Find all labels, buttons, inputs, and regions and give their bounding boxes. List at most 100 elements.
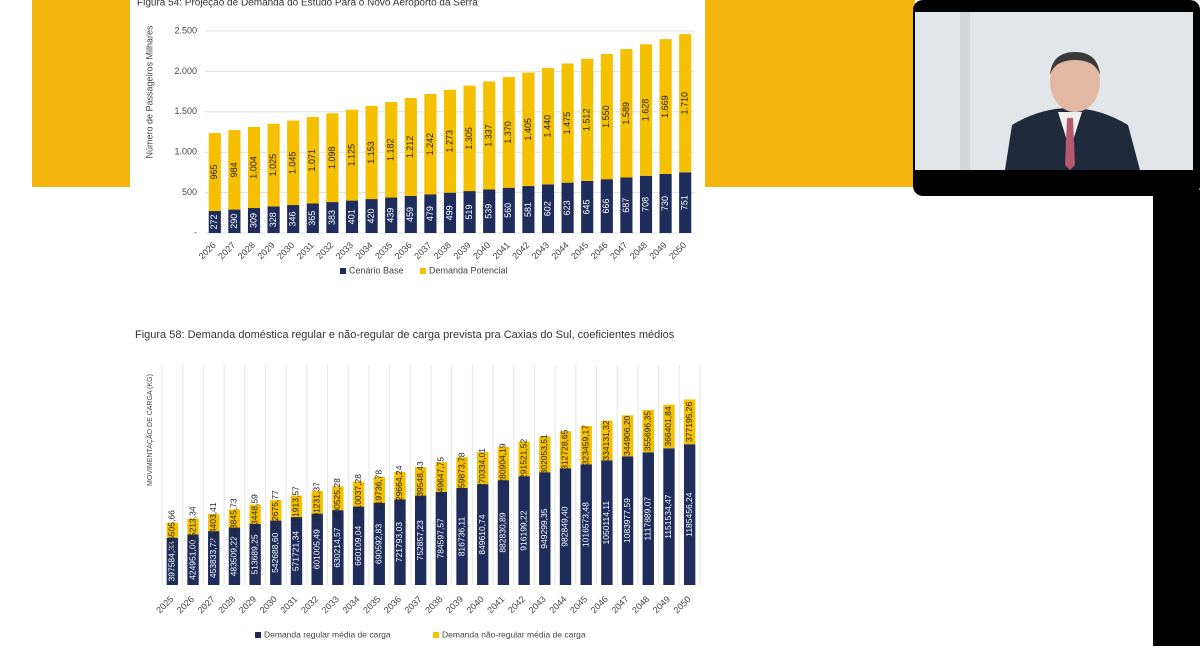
data-label: 1.475 [562, 112, 572, 135]
data-label: 291521,52 [518, 439, 528, 479]
bar-segment [424, 194, 437, 233]
data-label: 280904,19 [498, 443, 508, 483]
legend-label: Demanda não-regular média de carga [442, 629, 586, 639]
data-label: 290 [229, 214, 239, 229]
bar-segment [679, 172, 692, 233]
bar-segment [208, 531, 220, 585]
data-label: 144403,41 [208, 502, 218, 542]
bar-segment [522, 186, 535, 233]
legend-swatch [340, 268, 346, 274]
y-tick-label: 500 [182, 187, 197, 197]
bar-segment [228, 509, 241, 528]
data-label: 849610,74 [477, 514, 487, 554]
data-label: 312728,65 [560, 429, 570, 469]
bar-segment [247, 126, 261, 209]
legend-label: Cenário Base [349, 265, 404, 275]
bar-segment [306, 203, 319, 233]
data-label: 1.589 [621, 102, 631, 125]
bar-segment [581, 58, 594, 181]
data-label: 1151534,47 [663, 494, 673, 539]
bar-segment [559, 431, 572, 469]
bar-segment [639, 175, 653, 233]
data-label: 1050114,11 [601, 501, 611, 545]
data-label: 1.628 [640, 99, 650, 122]
legend-swatch [255, 632, 261, 638]
data-label: 334131,32 [601, 420, 611, 460]
bar-segment [502, 187, 515, 233]
data-label: 513689,25 [249, 534, 259, 574]
bar-segment [373, 476, 385, 503]
bar-segment [166, 537, 179, 585]
bar-segment [332, 486, 344, 511]
data-label: 259873,78 [456, 452, 466, 492]
bar-segment [620, 49, 633, 178]
legend-label: Demanda Potencial [429, 265, 508, 275]
data-label: 1.098 [327, 146, 337, 169]
data-label: 1.153 [366, 141, 376, 164]
bar-segment [287, 120, 300, 206]
bar-segment [683, 399, 696, 445]
data-label: 355696,35 [643, 411, 653, 451]
data-label: 1.512 [582, 109, 592, 132]
bar-segment [663, 448, 675, 585]
y-tick-label: 2.500 [174, 25, 197, 35]
bar-segment [659, 39, 672, 175]
bar-segment [208, 133, 221, 212]
bar-segment [483, 81, 496, 190]
data-label: 309 [248, 213, 258, 228]
bar-segment [601, 460, 613, 585]
data-label: 153845,73 [229, 498, 239, 538]
chart-title: Figura 58: Demanda doméstica regular e n… [135, 329, 675, 341]
data-label: 420 [366, 209, 376, 224]
bar-segment [580, 464, 592, 585]
data-label: 210037,28 [353, 474, 363, 514]
bar-segment [228, 209, 241, 233]
data-label: 730 [660, 196, 670, 211]
data-label: 126505,66 [167, 510, 177, 550]
data-label: 439 [386, 208, 396, 223]
data-label: 377195,26 [684, 401, 694, 441]
bar-segment [311, 490, 323, 514]
bar-segment [228, 527, 241, 585]
charts: Figura 54: Projeção de Demanda do Estudo… [135, 0, 701, 639]
bar-segment [463, 191, 476, 233]
data-label: 721793,03 [394, 522, 404, 562]
data-label: 1.405 [523, 118, 533, 141]
bar-segment [306, 116, 319, 204]
data-label: 666 [601, 199, 611, 214]
bar-segment [424, 93, 437, 195]
data-label: 1.305 [464, 127, 474, 150]
bar-segment [326, 202, 339, 233]
data-label: 690592,83 [374, 524, 384, 564]
bar-segment [456, 457, 468, 489]
bar-segment [581, 180, 594, 233]
bar-segment [290, 517, 303, 585]
data-label: 1.337 [484, 124, 494, 147]
data-label: 784597,57 [436, 518, 446, 558]
banner-right [705, 0, 915, 187]
bar-segment [539, 472, 551, 585]
data-label: 346 [288, 212, 298, 227]
bar-segment [518, 476, 530, 585]
bar-segment [385, 102, 398, 198]
data-label: 424951,00 [187, 539, 197, 579]
data-label: 219736,78 [374, 470, 384, 510]
y-axis-label: MOVIMENTAÇÃO DE CARGA (KG) [145, 374, 154, 486]
data-label: 1117889,07 [643, 497, 653, 541]
y-axis-label: Número de Passageiros Milhares [144, 25, 154, 159]
bar-segment [483, 189, 496, 233]
data-label: 1.370 [503, 121, 513, 144]
data-label: 272 [209, 214, 219, 229]
side-strip [1153, 190, 1200, 646]
bar-segment [620, 177, 633, 233]
legend-label: Demanda regular média de carga [264, 629, 391, 639]
bar-segment [394, 472, 406, 500]
bar-segment [373, 502, 385, 585]
bar-segment [414, 467, 427, 496]
bar-segment [497, 446, 510, 481]
bar-segment [345, 200, 359, 233]
data-label: 401 [346, 209, 356, 224]
bar-segment [541, 184, 555, 233]
data-label: 1.004 [248, 156, 258, 179]
data-label: 581 [523, 202, 533, 217]
